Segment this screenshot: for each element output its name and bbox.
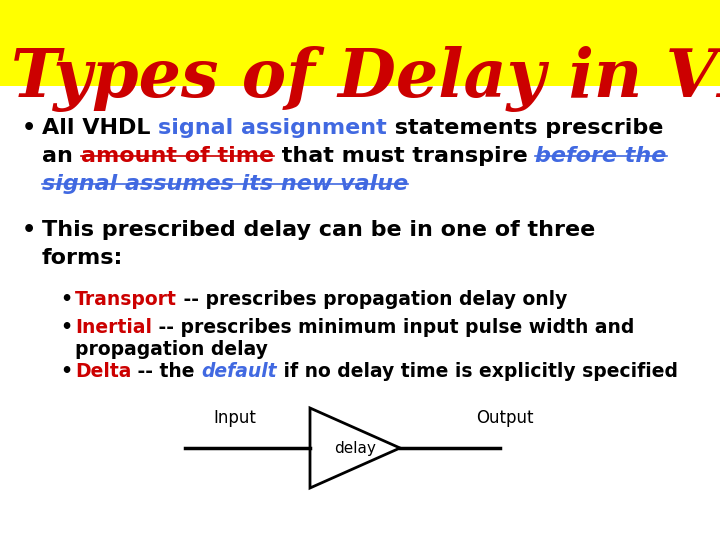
Bar [0, 0, 720, 86]
Text: forms:: forms: [42, 248, 123, 268]
Text: -- prescribes minimum input pulse width and: -- prescribes minimum input pulse width … [152, 318, 634, 337]
Text: statements prescribe: statements prescribe [387, 118, 663, 138]
Text: Output: Output [476, 409, 534, 427]
Text: delay: delay [334, 441, 376, 456]
Text: amount of time: amount of time [81, 146, 274, 166]
Text: default: default [202, 362, 277, 381]
Text: Input: Input [214, 409, 256, 427]
Text: Types of Delay in VHDL: Types of Delay in VHDL [11, 46, 720, 112]
Text: Inertial: Inertial [75, 318, 152, 337]
Text: propagation delay: propagation delay [75, 340, 268, 359]
Text: Transport: Transport [75, 290, 177, 309]
Text: that must transpire: that must transpire [274, 146, 535, 166]
Text: •: • [60, 362, 72, 381]
Text: •: • [60, 318, 72, 337]
Text: This prescribed delay can be in one of three: This prescribed delay can be in one of t… [42, 220, 595, 240]
Text: before the: before the [535, 146, 667, 166]
Text: -- the: -- the [131, 362, 202, 381]
Text: •: • [60, 290, 72, 309]
Text: -- prescribes propagation delay only: -- prescribes propagation delay only [177, 290, 567, 309]
Text: All VHDL: All VHDL [42, 118, 158, 138]
Text: an: an [42, 146, 81, 166]
Text: •: • [22, 118, 36, 138]
Text: signal assumes its new value: signal assumes its new value [42, 174, 408, 194]
Text: •: • [22, 220, 36, 240]
Text: signal assignment: signal assignment [158, 118, 387, 138]
Text: Delta: Delta [75, 362, 131, 381]
Text: if no delay time is explicitly specified: if no delay time is explicitly specified [277, 362, 678, 381]
